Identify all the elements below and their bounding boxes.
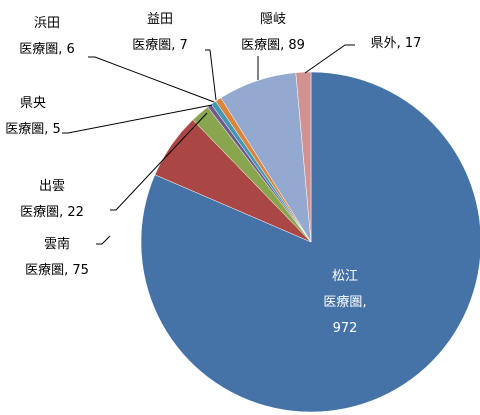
category-label: 松江 医療圏: [323, 269, 366, 310]
category-label: 出雲 医療圏: [20, 179, 66, 220]
category-label: 益田 医療圏: [132, 12, 173, 53]
data-label: 県央 医療圏5: [5, 91, 61, 143]
leader-line: [88, 56, 215, 103]
value-label: 7: [171, 38, 188, 53]
category-label: 雲南 医療圏: [25, 237, 71, 278]
data-label: 雲南 医療圏75: [25, 232, 89, 284]
value-label: 6: [58, 42, 75, 57]
data-label: 隠岐 医療圏89: [241, 7, 305, 59]
value-label: 5: [44, 122, 61, 137]
category-label: 県外: [370, 36, 397, 51]
category-label: 浜田 医療圏: [19, 16, 60, 57]
category-label: 県央 医療圏: [5, 96, 46, 137]
leader-lines: [62, 44, 355, 245]
data-label: 益田 医療圏7: [132, 7, 188, 59]
category-label: 隠岐 医療圏: [241, 12, 287, 53]
leader-line: [205, 49, 217, 101]
slices: [140, 71, 480, 413]
data-label: 浜田 医療圏6: [19, 11, 75, 63]
leader-line: [62, 104, 213, 134]
leader-line: [96, 235, 111, 245]
value-label: 17: [397, 36, 422, 51]
data-label: 出雲 医療圏22: [20, 174, 84, 226]
leader-line: [304, 44, 355, 74]
value-label: 75: [64, 263, 89, 278]
data-label: 県外17: [371, 31, 422, 57]
leader-line: [110, 112, 208, 211]
value-label: 22: [59, 205, 84, 220]
value-label: 89: [280, 38, 305, 53]
data-label: 松江 医療圏 972: [323, 264, 366, 342]
slice: [295, 71, 312, 243]
value-label: 972: [332, 321, 358, 336]
